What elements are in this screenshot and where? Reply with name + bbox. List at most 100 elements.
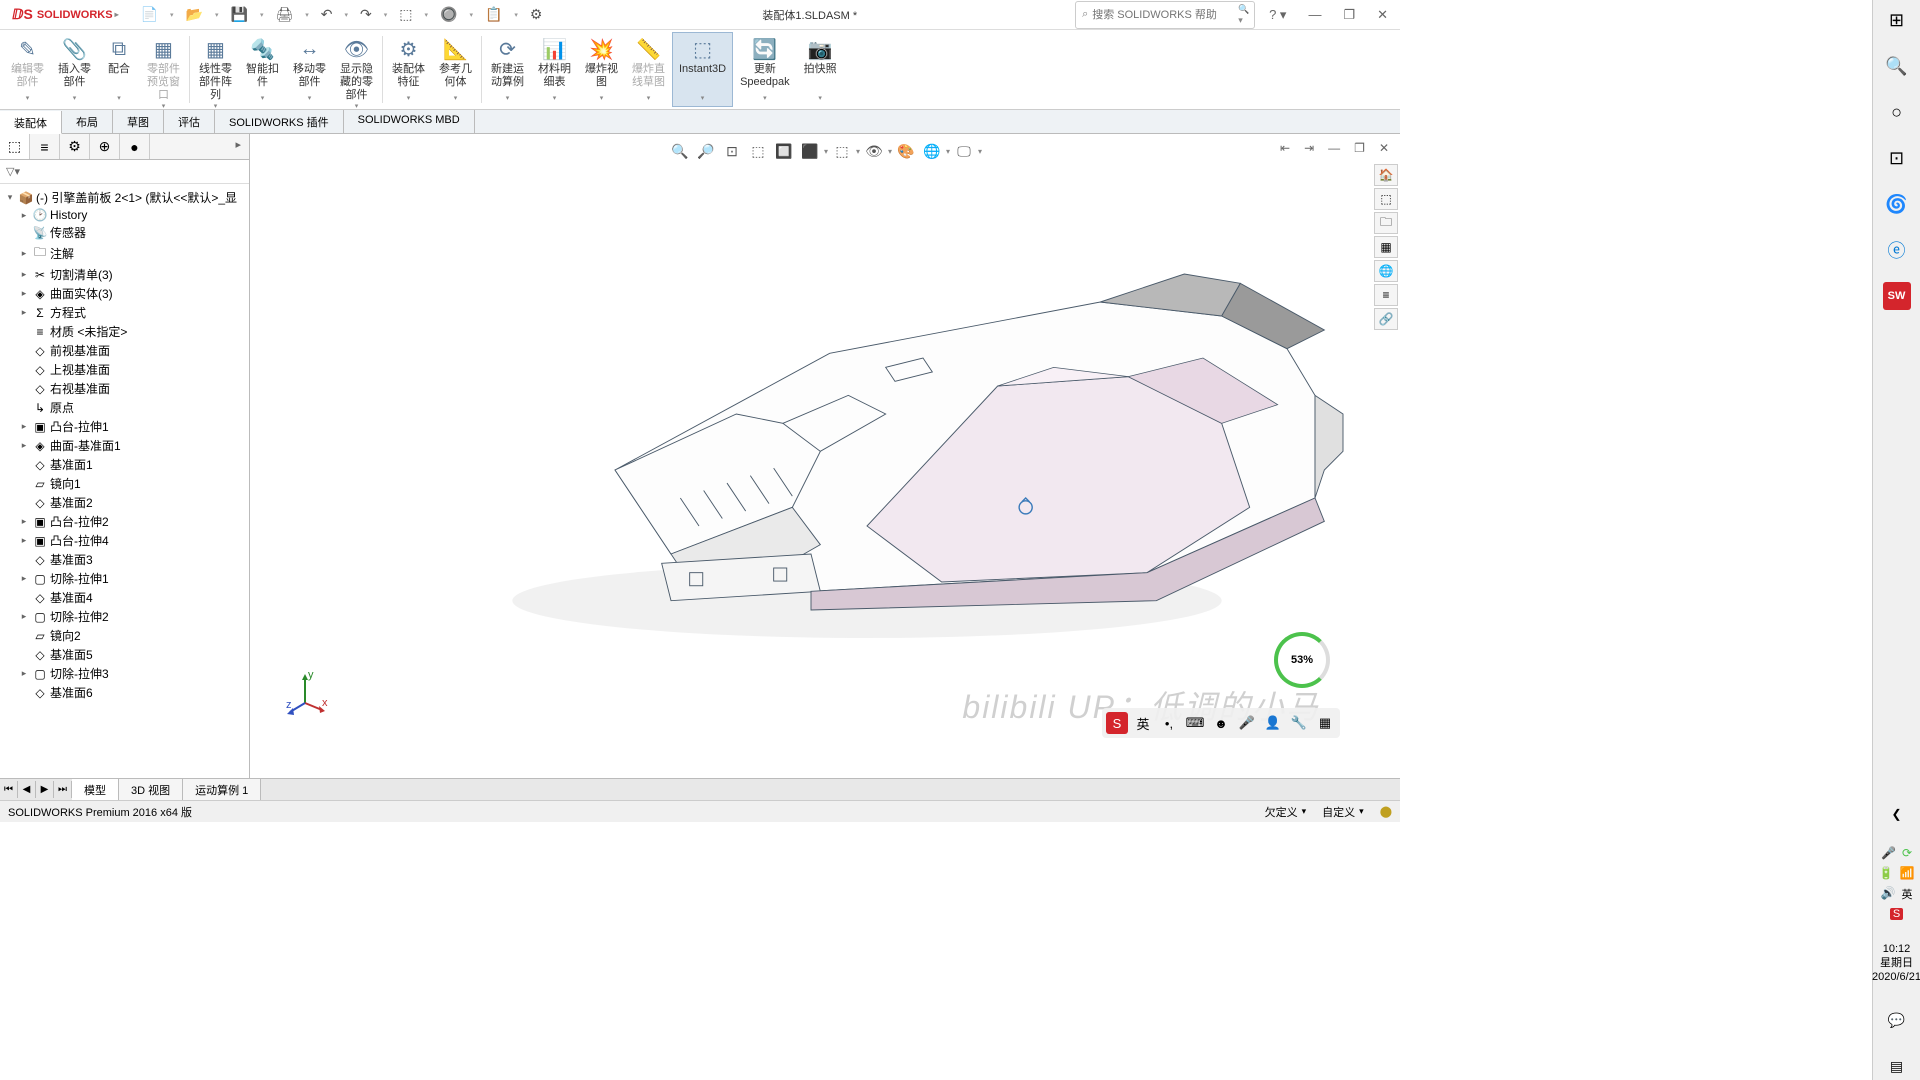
qa-button-5[interactable]: ↷ <box>358 4 374 25</box>
tree-expand-icon[interactable]: ▸ <box>18 210 30 221</box>
tree-item-23[interactable]: ▱镜向2 <box>2 626 247 645</box>
tree-item-14[interactable]: ◇基准面1 <box>2 455 247 474</box>
tray-expand-icon[interactable]: ❮ <box>1883 800 1911 828</box>
taskview-icon[interactable]: ⊡ <box>1883 144 1911 172</box>
ribbon-button-13[interactable]: ⟳新建运动算例▾ <box>484 32 531 107</box>
command-tab-3[interactable]: 评估 <box>164 110 215 133</box>
tree-item-6[interactable]: ▸Σ方程式 <box>2 303 247 322</box>
ribbon-button-14[interactable]: 📊材料明细表▾ <box>531 32 578 107</box>
qa-button-8[interactable]: 📋 <box>483 4 504 25</box>
tray-ime-icon[interactable]: 英 <box>1901 886 1912 902</box>
tree-item-7[interactable]: ≡材质 <未指定> <box>2 322 247 341</box>
tree-expand-icon[interactable]: ▸ <box>18 269 30 280</box>
ribbon-button-10[interactable]: ⚙装配体特征▾ <box>385 32 432 107</box>
action-center-icon[interactable]: ▤ <box>1883 1052 1911 1080</box>
qa-dropdown-6[interactable]: ▾ <box>423 9 431 21</box>
qa-button-9[interactable]: ⚙ <box>528 4 545 25</box>
cortana-icon[interactable]: ○ <box>1883 98 1911 126</box>
ime-mic-icon[interactable]: 🎤 <box>1236 712 1258 734</box>
qa-dropdown-7[interactable]: ▾ <box>467 9 475 21</box>
qa-button-6[interactable]: ⬚ <box>397 4 414 25</box>
tree-expand-icon[interactable]: ▸ <box>18 516 30 527</box>
tree-item-4[interactable]: ▸✂切割清单(3) <box>2 265 247 284</box>
tray-mic-icon[interactable]: 🎤 <box>1881 846 1896 860</box>
ribbon-button-2[interactable]: ⧉配合▾ <box>98 32 140 107</box>
bottom-tab-0[interactable]: 模型 <box>72 779 119 801</box>
taskpane-tab-5[interactable]: ≡ <box>1374 284 1398 306</box>
ribbon-button-11[interactable]: 📐参考几何体▾ <box>432 32 479 107</box>
qa-dropdown-5[interactable]: ▾ <box>382 9 390 21</box>
qa-dropdown-0[interactable]: ▾ <box>168 9 176 21</box>
ribbon-button-7[interactable]: ↔移动零部件▾ <box>286 32 333 107</box>
bottom-tab-2[interactable]: 运动算例 1 <box>183 779 261 801</box>
tray-volume-icon[interactable]: 🔊 <box>1881 886 1896 902</box>
feature-panel-tab-2[interactable]: ⚙ <box>60 134 90 159</box>
ime-emoji-icon[interactable]: ☻ <box>1210 712 1232 734</box>
qa-dropdown-2[interactable]: ▾ <box>258 9 266 21</box>
command-tab-0[interactable]: 装配体 <box>0 111 62 134</box>
feature-panel-tab-0[interactable]: ⬚ <box>0 134 30 159</box>
tree-expand-icon[interactable]: ▸ <box>18 421 30 432</box>
tree-item-16[interactable]: ◇基准面2 <box>2 493 247 512</box>
qa-button-0[interactable]: 📄 <box>139 4 160 25</box>
orientation-triad[interactable]: y x z <box>280 668 330 718</box>
tray-wifi-icon[interactable]: 📶 <box>1900 866 1915 880</box>
tree-item-25[interactable]: ▸▢切除-拉伸3 <box>2 664 247 683</box>
qa-button-4[interactable]: ↶ <box>319 4 335 25</box>
tab-next-icon[interactable]: ▶ <box>36 781 54 798</box>
qa-button-3[interactable]: 🖨 <box>273 4 295 25</box>
ribbon-button-15[interactable]: 💥爆炸视图▾ <box>578 32 625 107</box>
command-tab-1[interactable]: 布局 <box>62 110 113 133</box>
tab-first-icon[interactable]: ⏮ <box>0 781 18 798</box>
tree-item-12[interactable]: ▸▣凸台-拉伸1 <box>2 417 247 436</box>
tree-item-17[interactable]: ▸▣凸台-拉伸2 <box>2 512 247 531</box>
ime-grid-icon[interactable]: ▦ <box>1314 712 1336 734</box>
tree-expand-icon[interactable]: ▸ <box>18 248 30 259</box>
tree-expand-icon[interactable]: ▸ <box>18 307 30 318</box>
taskpane-tab-1[interactable]: ⬚ <box>1374 188 1398 210</box>
tree-item-22[interactable]: ▸▢切除-拉伸2 <box>2 607 247 626</box>
solidworks-taskbar-icon[interactable]: SW <box>1883 282 1911 310</box>
qa-button-2[interactable]: 💾 <box>229 4 250 25</box>
ime-lang-icon[interactable]: 英 <box>1132 712 1154 734</box>
tree-expand-icon[interactable]: ▾ <box>4 192 16 203</box>
tree-item-18[interactable]: ▸▣凸台-拉伸4 <box>2 531 247 550</box>
tree-item-19[interactable]: ◇基准面3 <box>2 550 247 569</box>
tree-expand-icon[interactable]: ▸ <box>18 535 30 546</box>
ribbon-button-1[interactable]: 📎插入零部件▾ <box>51 32 98 107</box>
status-custom[interactable]: 自定义 ▾ <box>1322 804 1364 820</box>
ribbon-button-8[interactable]: 👁显示隐藏的零部件▾ <box>333 32 380 107</box>
ribbon-button-19[interactable]: 📷拍快照▾ <box>797 32 844 107</box>
tree-item-15[interactable]: ▱镜向1 <box>2 474 247 493</box>
tree-expand-icon[interactable]: ▸ <box>18 668 30 679</box>
search-dropdown-icon[interactable]: 🔍▾ <box>1238 4 1249 26</box>
tab-last-icon[interactable]: ⏭ <box>54 781 72 798</box>
qa-dropdown-1[interactable]: ▾ <box>213 9 221 21</box>
qa-button-1[interactable]: 📂 <box>184 4 205 25</box>
tray-sync-icon[interactable]: ⟳ <box>1902 846 1912 860</box>
qa-dropdown-3[interactable]: ▾ <box>303 9 311 21</box>
minimize-button[interactable]: — <box>1300 3 1329 26</box>
help-button[interactable]: ? ▾ <box>1261 3 1294 27</box>
tree-item-2[interactable]: 📡传感器 <box>2 223 247 242</box>
command-tab-2[interactable]: 草图 <box>113 110 164 133</box>
tree-item-9[interactable]: ◇上视基准面 <box>2 360 247 379</box>
status-rebuild-icon[interactable]: ⬤ <box>1380 805 1392 818</box>
tree-expand-icon[interactable]: ▸ <box>18 573 30 584</box>
taskpane-tab-6[interactable]: 🔗 <box>1374 308 1398 330</box>
tree-item-5[interactable]: ▸◈曲面实体(3) <box>2 284 247 303</box>
ribbon-button-6[interactable]: 🔩智能扣件▾ <box>239 32 286 107</box>
ime-skin-icon[interactable]: 👤 <box>1262 712 1284 734</box>
taskpane-tab-0[interactable]: 🏠 <box>1374 164 1398 186</box>
tree-item-1[interactable]: ▸🕑History <box>2 207 247 223</box>
tree-item-20[interactable]: ▸▢切除-拉伸1 <box>2 569 247 588</box>
tree-item-3[interactable]: ▸🗀注解 <box>2 242 247 265</box>
copilot-icon[interactable]: 🌀 <box>1883 190 1911 218</box>
taskbar-clock[interactable]: 10:12 星期日 2020/6/21 <box>1872 938 1920 988</box>
ribbon-button-17[interactable]: ⬚Instant3D▾ <box>672 32 733 107</box>
qa-dropdown-4[interactable]: ▾ <box>343 9 351 21</box>
tab-prev-icon[interactable]: ◀ <box>18 781 36 798</box>
ime-punct-icon[interactable]: •, <box>1158 712 1180 734</box>
command-tab-4[interactable]: SOLIDWORKS 插件 <box>215 110 344 133</box>
command-tab-5[interactable]: SOLIDWORKS MBD <box>344 110 475 133</box>
